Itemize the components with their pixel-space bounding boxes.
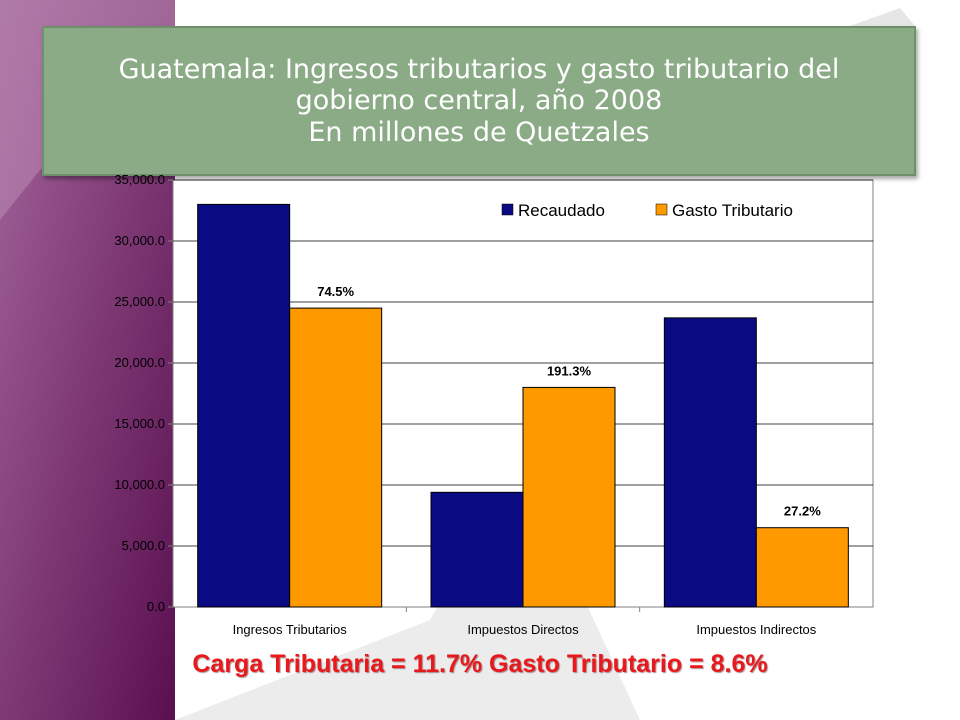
y-tick-label: 25,000.0 <box>114 294 165 309</box>
y-tick-label: 0.0 <box>147 599 165 614</box>
x-category-label: Impuestos Indirectos <box>696 622 816 637</box>
slide-title-box: Guatemala: Ingresos tributarios y gasto … <box>42 26 916 176</box>
y-tick-label: 30,000.0 <box>114 233 165 248</box>
footer-summary: Carga Tributaria = 11.7% Gasto Tributari… <box>192 650 768 678</box>
bar-recaudado <box>663 317 757 608</box>
bar-gasto-tributario <box>755 527 849 608</box>
legend-label-recaudado: Recaudado <box>518 201 605 220</box>
data-label: 27.2% <box>784 504 821 519</box>
x-axis-categories: Ingresos Tributarios Impuestos Directos Im… <box>233 607 817 637</box>
y-tick-label: 20,000.0 <box>114 355 165 370</box>
bar-gasto-tributario <box>289 307 383 608</box>
y-tick-label: 35,000.0 <box>114 172 165 187</box>
legend-swatch-recaudado <box>501 203 514 216</box>
bar-recaudado <box>430 491 524 608</box>
slide-title-line1: Guatemala: Ingresos tributarios y gasto … <box>118 54 840 86</box>
bar-gasto-tributario <box>522 386 616 608</box>
x-category-label: Impuestos Directos <box>467 622 579 637</box>
y-axis-ticks: 0.0 5,000.0 10,000.0 15,000.0 20,000.0 25,000… <box>114 172 173 614</box>
data-labels: 74.5% 191.3% 27.2% <box>317 284 821 519</box>
data-label: 191.3% <box>547 363 592 378</box>
legend-swatch-gasto <box>655 203 668 216</box>
x-category-label: Ingresos Tributarios <box>233 622 348 637</box>
legend: Recaudado Gasto Tributario <box>501 201 793 220</box>
data-label: 74.5% <box>317 284 354 299</box>
slide-title-line3: En millones de Quetzales <box>308 116 650 148</box>
top-right-watermark-shape <box>850 8 915 26</box>
bar-recaudado <box>197 203 291 608</box>
slide-title-line2: gobierno central, año 2008 <box>295 85 663 117</box>
y-tick-label: 5,000.0 <box>122 538 165 553</box>
y-tick-label: 10,000.0 <box>114 477 165 492</box>
legend-label-gasto: Gasto Tributario <box>672 201 793 220</box>
bars <box>197 203 849 608</box>
y-tick-label: 15,000.0 <box>114 416 165 431</box>
